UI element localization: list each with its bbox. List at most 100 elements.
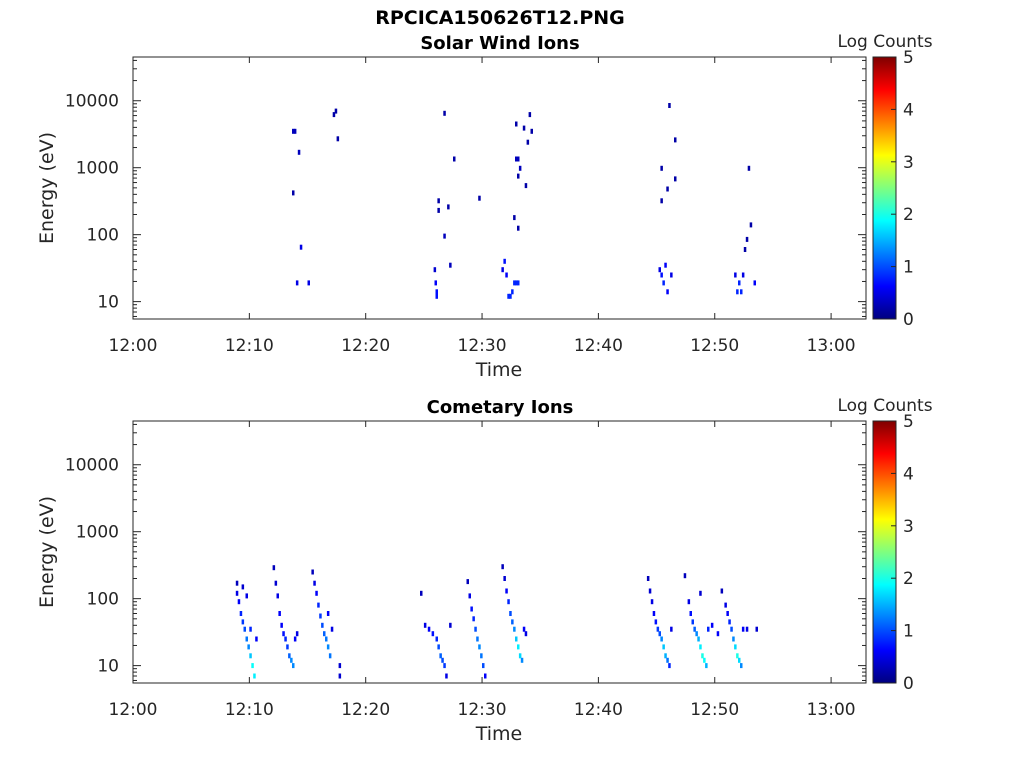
- x-axis-label: Time: [475, 359, 523, 381]
- y-tick-label: 100: [87, 226, 119, 246]
- heatmap-cell: [646, 576, 650, 581]
- heatmap-cell: [441, 657, 444, 663]
- heatmap-cell: [658, 267, 661, 273]
- heatmap-cell: [513, 626, 516, 632]
- heatmap-cell: [530, 128, 533, 134]
- heatmap-cell: [650, 599, 654, 605]
- heatmap-cell: [336, 136, 340, 142]
- y-tick-label: 10000: [65, 92, 119, 112]
- heatmap-cell: [734, 644, 737, 650]
- heatmap-cell: [517, 644, 520, 650]
- heatmap-cell: [730, 626, 733, 632]
- heatmap-cell: [745, 626, 749, 632]
- heatmap-cell: [253, 673, 256, 679]
- colorbar-tick-label: 1: [903, 622, 914, 642]
- colorbar-tick-label: 0: [903, 310, 914, 330]
- heatmap-cell: [674, 137, 677, 143]
- heatmap-cell: [338, 673, 342, 679]
- colorbar-tick-label: 1: [903, 258, 914, 278]
- heatmap-cell: [245, 593, 248, 599]
- heatmap-cell: [732, 636, 735, 642]
- colorbar: 0 1 2 3 4 5: [872, 48, 914, 330]
- heatmap-cell: [743, 247, 747, 252]
- heatmap-cell: [660, 165, 663, 171]
- heatmap-cell: [740, 289, 743, 295]
- heatmap-cell: [511, 289, 514, 295]
- heatmap-cell: [666, 289, 669, 295]
- heatmap-cell: [699, 590, 702, 596]
- heatmap-cell: [480, 653, 483, 659]
- y-axis: 10 100 1000 10000: [65, 423, 866, 681]
- colorbar-gradient: [872, 420, 897, 684]
- heatmap-cell: [668, 103, 671, 108]
- heatmap-cell: [517, 280, 520, 286]
- heatmap-cell: [507, 599, 510, 605]
- x-tick-label: 12:20: [341, 700, 390, 720]
- heatmap-cell: [453, 156, 456, 162]
- heatmap-cell: [293, 128, 297, 134]
- heatmap-cell: [326, 611, 330, 616]
- heatmap-cell: [693, 626, 696, 632]
- heatmap-cell: [670, 626, 673, 632]
- heatmap-cell: [434, 280, 437, 286]
- heatmap-cell: [427, 626, 431, 632]
- colorbar-gradient: [872, 56, 897, 320]
- heatmap-cell: [280, 622, 283, 628]
- heatmap-cell: [515, 121, 518, 127]
- heatmap-cell: [325, 636, 328, 642]
- heatmap-cell: [484, 673, 487, 679]
- colorbar-tick-label: 5: [903, 48, 914, 68]
- heatmap-cell: [478, 644, 481, 650]
- heatmap-cell: [738, 657, 741, 663]
- heatmap-cell: [654, 619, 658, 625]
- heatmap-cell: [683, 573, 687, 579]
- y-tick-label: 1000: [76, 523, 119, 543]
- heatmap-cell: [660, 636, 663, 642]
- heatmap-cell: [726, 611, 729, 616]
- heatmap-cell: [243, 626, 246, 632]
- heatmap-cell: [741, 272, 745, 278]
- heatmap-cell: [515, 636, 518, 642]
- heatmap-cell: [437, 207, 440, 213]
- heatmap-cell: [505, 272, 508, 278]
- heatmap-cell: [274, 580, 278, 586]
- heatmap-cell: [437, 198, 440, 204]
- y-tick-label: 1000: [76, 159, 119, 179]
- heatmap-cell: [466, 579, 469, 585]
- x-tick-label: 12:00: [109, 700, 158, 720]
- heatmap-cell: [741, 626, 745, 632]
- heatmap-cell: [449, 262, 452, 268]
- heatmap-cell: [511, 619, 514, 625]
- x-tick-label: 12:40: [574, 700, 623, 720]
- heatmap-cell: [251, 663, 254, 669]
- panel-cometary: Cometary Ions 12:00 12:10 12:20 12:30 12:40 1…: [36, 396, 933, 745]
- heatmap-cell: [474, 626, 477, 632]
- heatmap-cell: [307, 280, 310, 286]
- heatmap-cell: [524, 183, 528, 189]
- heatmap-cell: [660, 198, 663, 204]
- colorbar-tick-label: 4: [903, 100, 914, 120]
- heatmap-cell: [507, 293, 510, 299]
- heatmap-cell: [317, 602, 320, 608]
- heatmap-cell: [278, 611, 281, 616]
- heatmap-cell: [517, 156, 520, 162]
- heatmap-cell: [326, 644, 330, 650]
- heatmap-cell: [505, 588, 508, 594]
- heatmap-cell: [328, 653, 332, 659]
- heatmap-cell: [245, 636, 248, 642]
- heatmap-cell: [736, 653, 739, 659]
- heatmap-cell: [670, 272, 673, 278]
- heatmap-cell: [699, 644, 702, 650]
- heatmap-cell: [703, 657, 706, 663]
- heatmap-cell: [724, 602, 727, 608]
- heatmap-cell: [664, 653, 667, 659]
- heatmap-cell: [652, 611, 656, 616]
- heatmap-cell: [522, 125, 526, 131]
- heatmap-cell: [520, 657, 524, 663]
- heatmap-cell: [334, 108, 338, 114]
- x-tick-label: 12:00: [109, 336, 158, 356]
- heatmap-cell: [755, 626, 758, 632]
- heatmap-cell: [695, 631, 698, 637]
- colorbar-tick-label: 5: [903, 412, 914, 432]
